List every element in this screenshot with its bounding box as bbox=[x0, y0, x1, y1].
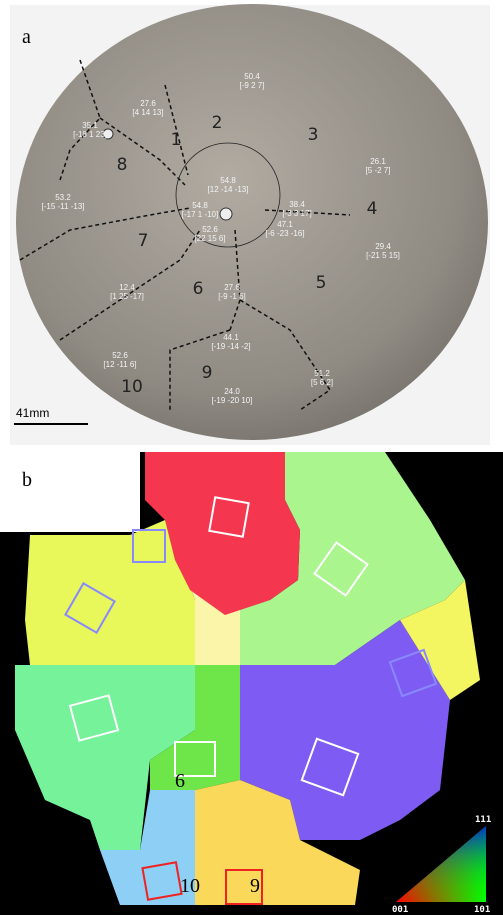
grain-angle: 50.4 bbox=[244, 72, 260, 81]
figure: 41mm a b 111 001 101 35.1[-18 1 23]27.6[… bbox=[0, 0, 503, 915]
grain-angle: 38.4 bbox=[289, 200, 305, 209]
hole bbox=[220, 208, 232, 220]
grain-orientation: [-19 -20 10] bbox=[212, 396, 253, 405]
grain-number: 10 bbox=[121, 377, 143, 397]
grain-angle: 53.2 bbox=[55, 193, 71, 202]
grain-orientation: [-21 5 15] bbox=[366, 251, 400, 260]
grain-angle: 26.1 bbox=[370, 157, 386, 166]
grain-number: 7 bbox=[138, 231, 149, 251]
grain-angle: 12.4 bbox=[119, 283, 135, 292]
grain-orientation: [-19 -14 -2] bbox=[211, 342, 250, 351]
grain-orientation: [-9 2 7] bbox=[240, 81, 265, 90]
grain-orientation: [-9 -1 6] bbox=[218, 292, 246, 301]
grain-orientation: [5 6 2] bbox=[311, 378, 333, 387]
legend-label: 101 bbox=[474, 905, 490, 915]
grain-angle: 24.0 bbox=[224, 387, 240, 396]
grain-number: 3 bbox=[308, 125, 319, 145]
page: 41mm a b 111 001 101 35.1[-18 1 23]27.6[… bbox=[0, 0, 503, 915]
grain bbox=[25, 520, 195, 665]
grain-angle: 29.4 bbox=[375, 242, 391, 251]
legend-label: 001 bbox=[392, 905, 408, 915]
grain-angle: 27.6 bbox=[140, 99, 156, 108]
grain-orientation: [-6 -23 -16] bbox=[265, 229, 304, 238]
grain-angle: 44.1 bbox=[223, 333, 239, 342]
grain-angle: 54.8 bbox=[220, 176, 236, 185]
grain-angle: 54.8 bbox=[192, 201, 208, 210]
grain-number: 8 bbox=[117, 155, 128, 175]
grain-orientation: [-17 1 -10] bbox=[182, 210, 218, 219]
grain-number: 6 bbox=[193, 279, 204, 299]
label-area bbox=[0, 452, 140, 532]
grain-orientation: [22 15 6] bbox=[194, 234, 225, 243]
legend-label: 111 bbox=[475, 815, 491, 825]
grain-orientation: [5 -2 7] bbox=[366, 166, 391, 175]
grain-number: 4 bbox=[367, 199, 378, 219]
grain-number: 5 bbox=[316, 273, 327, 293]
panel-label: a bbox=[22, 26, 31, 48]
grain-orientation: [1 25 -17] bbox=[110, 292, 144, 301]
panel-label: b bbox=[22, 469, 32, 491]
grain-orientation: [4 14 13] bbox=[132, 108, 163, 117]
scale-label: 41mm bbox=[16, 406, 49, 420]
grain-orientation: [-18 1 23] bbox=[73, 130, 107, 139]
grain-number: 9 bbox=[250, 875, 260, 897]
grain-angle: 35.1 bbox=[82, 121, 98, 130]
grain-orientation: [12 -11 6] bbox=[103, 360, 136, 369]
grain-angle: 52.6 bbox=[202, 225, 218, 234]
grain-orientation: [-3 3 17] bbox=[282, 209, 311, 218]
grain-number: 9 bbox=[202, 363, 213, 383]
grain-number: 10 bbox=[180, 875, 200, 897]
grain-number: 1 bbox=[171, 130, 182, 150]
grain-angle: 47.1 bbox=[277, 220, 293, 229]
grain-angle: 27.6 bbox=[224, 283, 240, 292]
grain-angle: 52.6 bbox=[112, 351, 128, 360]
grain-number: 2 bbox=[212, 113, 223, 133]
grain-orientation: [12 -14 -13] bbox=[208, 185, 249, 194]
disc bbox=[16, 4, 488, 440]
grain-number: 6 bbox=[175, 770, 185, 792]
grain-orientation: [-15 -11 -13] bbox=[42, 202, 85, 211]
grain-angle: 51.2 bbox=[314, 369, 330, 378]
